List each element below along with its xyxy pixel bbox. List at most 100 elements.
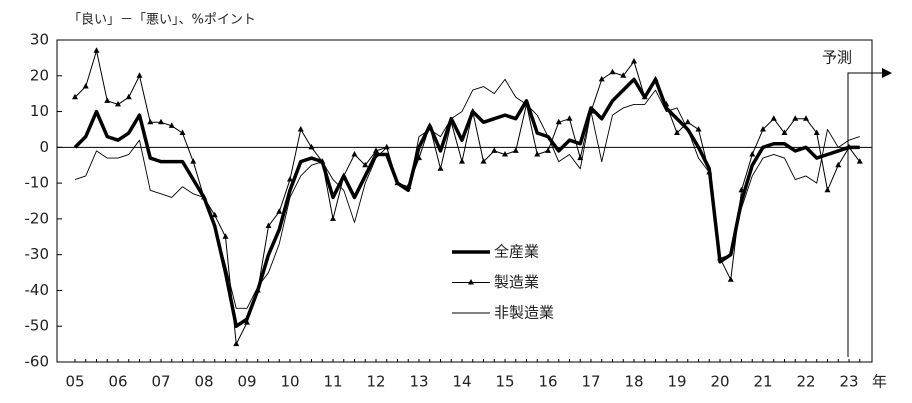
point-marker	[770, 115, 777, 121]
y-tick-label: -50	[25, 317, 50, 335]
point-marker	[523, 100, 530, 107]
point-marker	[93, 47, 100, 53]
point-marker	[824, 186, 831, 193]
point-marker	[803, 115, 809, 121]
point-marker	[405, 183, 412, 189]
point-marker	[588, 108, 594, 114]
point-marker	[233, 340, 240, 347]
point-marker	[609, 68, 616, 75]
x-tick-label: 21	[753, 373, 772, 391]
series-line	[74, 50, 861, 345]
x-axis-unit: 年	[872, 373, 887, 391]
point-marker	[308, 143, 315, 150]
point-marker	[265, 222, 272, 229]
x-tick-label: 05	[65, 373, 84, 391]
y-tick-label: -10	[25, 174, 50, 192]
x-tick-label: 20	[710, 373, 729, 391]
point-marker	[448, 118, 455, 125]
point-marker	[82, 83, 89, 89]
point-marker	[631, 57, 637, 64]
point-marker	[835, 161, 842, 168]
point-marker	[598, 75, 605, 82]
point-marker	[502, 150, 508, 157]
point-marker	[297, 125, 304, 132]
x-tick-label: 22	[796, 373, 815, 391]
point-marker	[340, 172, 347, 178]
point-marker	[254, 286, 261, 293]
point-marker	[179, 129, 186, 136]
forecast-arrowhead	[882, 68, 892, 78]
point-marker	[781, 129, 788, 136]
point-marker	[287, 176, 293, 182]
x-tick-label: 08	[194, 373, 213, 391]
point-marker	[330, 215, 336, 221]
point-marker	[125, 93, 132, 100]
point-marker	[566, 115, 573, 121]
point-marker	[158, 118, 164, 125]
x-tick-label: 13	[409, 373, 428, 391]
point-marker	[459, 158, 465, 164]
point-marker	[416, 154, 422, 161]
point-marker	[469, 108, 476, 114]
y-tick-label: 30	[30, 31, 49, 49]
point-marker	[373, 147, 379, 153]
y-tick-label: 20	[30, 66, 49, 84]
x-tick-label: 09	[237, 373, 256, 391]
y-tick-label: -40	[25, 281, 50, 299]
point-marker	[104, 97, 111, 103]
point-marker	[480, 158, 487, 164]
point-marker	[684, 118, 691, 125]
series-line	[74, 78, 860, 309]
point-marker	[641, 93, 648, 100]
forecast-label: 予測	[822, 49, 852, 67]
point-marker	[545, 147, 551, 153]
plot-frame	[56, 39, 873, 363]
x-tick-label: 16	[538, 373, 557, 391]
legend-label: 全産業	[494, 243, 539, 261]
point-marker	[813, 129, 820, 136]
point-marker	[846, 143, 852, 150]
point-marker	[426, 122, 433, 128]
point-marker	[706, 168, 713, 175]
y-tick-label: 0	[39, 138, 49, 156]
x-tick-label: 10	[280, 373, 299, 391]
x-tick-label: 11	[323, 373, 342, 391]
legend-label: 非製造業	[494, 304, 554, 322]
x-tick-label: 14	[452, 373, 471, 391]
legend-label: 製造業	[494, 273, 539, 291]
x-tick-label: 12	[366, 373, 385, 391]
point-marker	[760, 125, 766, 132]
point-marker	[674, 129, 680, 136]
point-marker	[276, 208, 283, 214]
point-marker	[383, 143, 390, 150]
point-marker	[727, 276, 734, 282]
point-marker	[555, 118, 562, 125]
x-tick-label: 19	[667, 373, 686, 391]
legend-marker	[468, 279, 474, 285]
point-marker	[244, 319, 250, 325]
x-tick-label: 23	[839, 373, 858, 391]
point-marker	[211, 211, 218, 218]
x-tick-label: 15	[495, 373, 514, 391]
point-marker	[856, 158, 863, 164]
y-tick-label: -20	[25, 209, 50, 227]
point-marker	[620, 72, 627, 78]
x-tick-label: 07	[151, 373, 170, 391]
point-marker	[190, 158, 197, 164]
point-marker	[534, 150, 541, 157]
series-line	[73, 77, 860, 328]
point-marker	[512, 147, 519, 153]
point-marker	[136, 72, 143, 78]
point-marker	[738, 186, 745, 193]
point-marker	[168, 122, 175, 128]
point-marker	[437, 165, 444, 171]
point-marker	[652, 75, 659, 82]
point-marker	[792, 115, 799, 121]
point-marker	[351, 150, 358, 157]
x-tick-label: 18	[624, 373, 643, 391]
point-marker	[362, 161, 369, 168]
y-tick-label: 10	[30, 102, 49, 120]
point-marker	[147, 118, 154, 125]
point-marker	[749, 150, 756, 157]
